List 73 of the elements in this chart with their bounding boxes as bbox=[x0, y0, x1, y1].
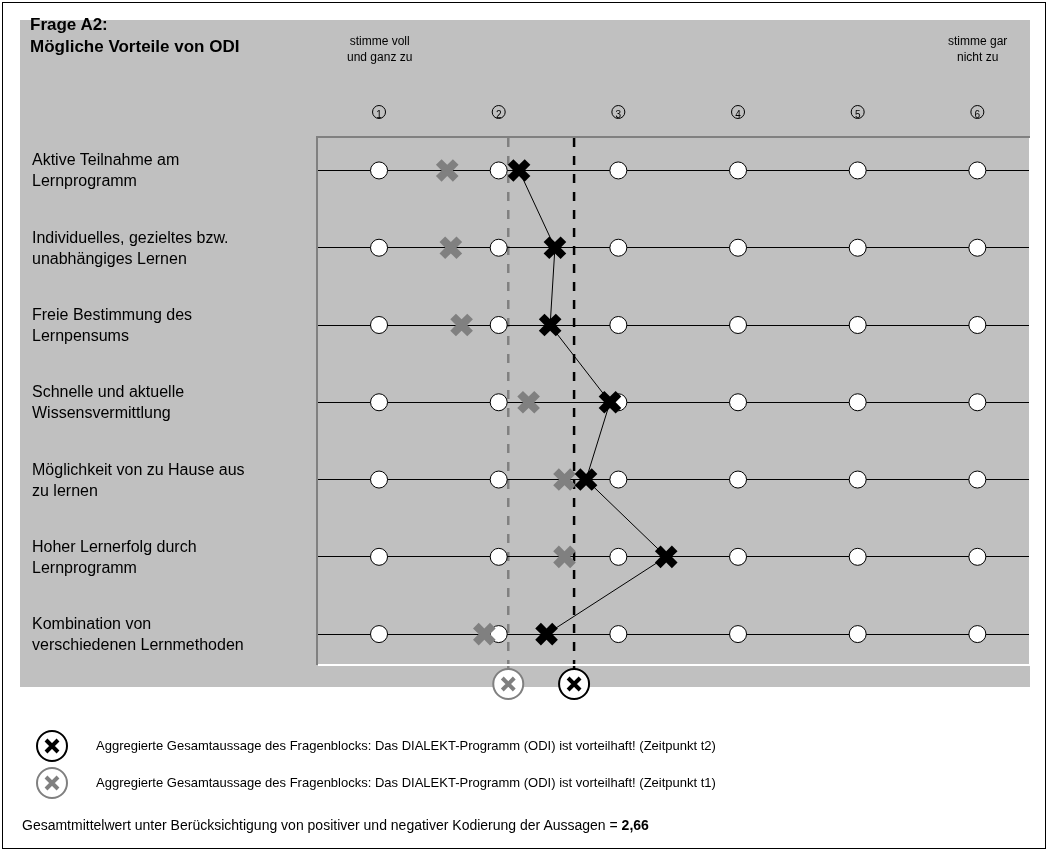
point bbox=[968, 547, 987, 566]
point bbox=[848, 161, 867, 180]
text: Gesamtmittelwert unter Berücksichtigung von positiver und negativer Kodierung der Aussagen = 2,66 bbox=[22, 817, 649, 833]
point bbox=[538, 313, 562, 337]
x-tick-label: 4 bbox=[735, 109, 742, 120]
point bbox=[370, 238, 389, 257]
point bbox=[517, 390, 540, 414]
point bbox=[370, 470, 389, 489]
point bbox=[507, 159, 531, 182]
point bbox=[848, 393, 867, 412]
text: stimme gar nicht zu bbox=[948, 34, 1008, 64]
point bbox=[729, 625, 748, 644]
point bbox=[535, 622, 558, 646]
point bbox=[729, 238, 748, 257]
point bbox=[439, 236, 463, 260]
point bbox=[848, 316, 867, 334]
point bbox=[370, 161, 389, 180]
y-tick-label: Hoher Lernerfolg durch Lernprogramm bbox=[32, 538, 197, 576]
point bbox=[848, 470, 867, 489]
legend-label: Aggregierte Gesamtaussage des Fragenblocks: Das DIALEKT-Programm (ODI) ist vorteilhaft! (Zeitpunkt t2) bbox=[96, 738, 716, 753]
y-tick-label: Individuelles, gezieltes bzw. unabhängiges Lernen bbox=[32, 229, 229, 267]
legend-label: Aggregierte Gesamtaussage des Fragenblocks: Das DIALEKT-Programm (ODI) ist vorteilhaft! (Zeitpunkt t1) bbox=[96, 775, 716, 790]
point bbox=[489, 470, 508, 489]
point bbox=[370, 393, 389, 412]
point bbox=[729, 470, 748, 489]
point bbox=[598, 390, 622, 414]
point bbox=[543, 236, 567, 260]
point bbox=[609, 625, 628, 644]
x-tick-label: 1 bbox=[376, 109, 383, 120]
point bbox=[553, 468, 576, 491]
point bbox=[609, 238, 628, 257]
point bbox=[848, 547, 867, 566]
point bbox=[370, 316, 389, 334]
point bbox=[848, 238, 867, 257]
point bbox=[489, 161, 508, 180]
text: stimme voll und ganz zu bbox=[347, 34, 413, 64]
x-tick-label: 2 bbox=[495, 109, 502, 120]
point bbox=[968, 393, 987, 412]
point bbox=[489, 393, 508, 412]
y-tick-label: Freie Bestimmung des Lernpensums bbox=[32, 306, 193, 344]
point bbox=[609, 316, 628, 334]
point bbox=[370, 547, 389, 566]
point bbox=[473, 622, 496, 646]
point bbox=[370, 625, 389, 644]
point bbox=[968, 238, 987, 257]
y-tick-label: Schnelle und aktuelle Wissensvermittlung bbox=[32, 383, 185, 421]
point bbox=[729, 547, 748, 566]
point bbox=[489, 316, 508, 334]
point bbox=[609, 547, 628, 566]
y-tick-label: Kombination von verschiedenen Lernmethoden bbox=[32, 615, 244, 653]
point bbox=[729, 161, 748, 180]
point bbox=[489, 238, 508, 257]
point bbox=[450, 313, 473, 337]
point bbox=[609, 161, 628, 180]
x-tick-label: 6 bbox=[974, 109, 981, 120]
point bbox=[553, 545, 576, 569]
point bbox=[435, 159, 459, 182]
x-tick-label: 3 bbox=[615, 109, 622, 120]
point bbox=[729, 316, 748, 334]
y-tick-label: Aktive Teilnahme am Lernprogramm bbox=[32, 151, 180, 189]
point bbox=[729, 393, 748, 412]
point bbox=[489, 547, 508, 566]
point bbox=[968, 316, 987, 334]
point bbox=[968, 161, 987, 180]
point bbox=[848, 625, 867, 644]
point bbox=[654, 545, 678, 569]
point bbox=[968, 625, 987, 644]
x-tick-label: 5 bbox=[854, 109, 861, 120]
y-tick-label: Möglichkeit von zu Hause aus zu lernen bbox=[32, 461, 245, 499]
point bbox=[968, 470, 987, 489]
text: Frage A2: Mögliche Vorteile von ODI bbox=[30, 15, 240, 57]
point bbox=[574, 468, 598, 491]
point bbox=[609, 470, 628, 489]
